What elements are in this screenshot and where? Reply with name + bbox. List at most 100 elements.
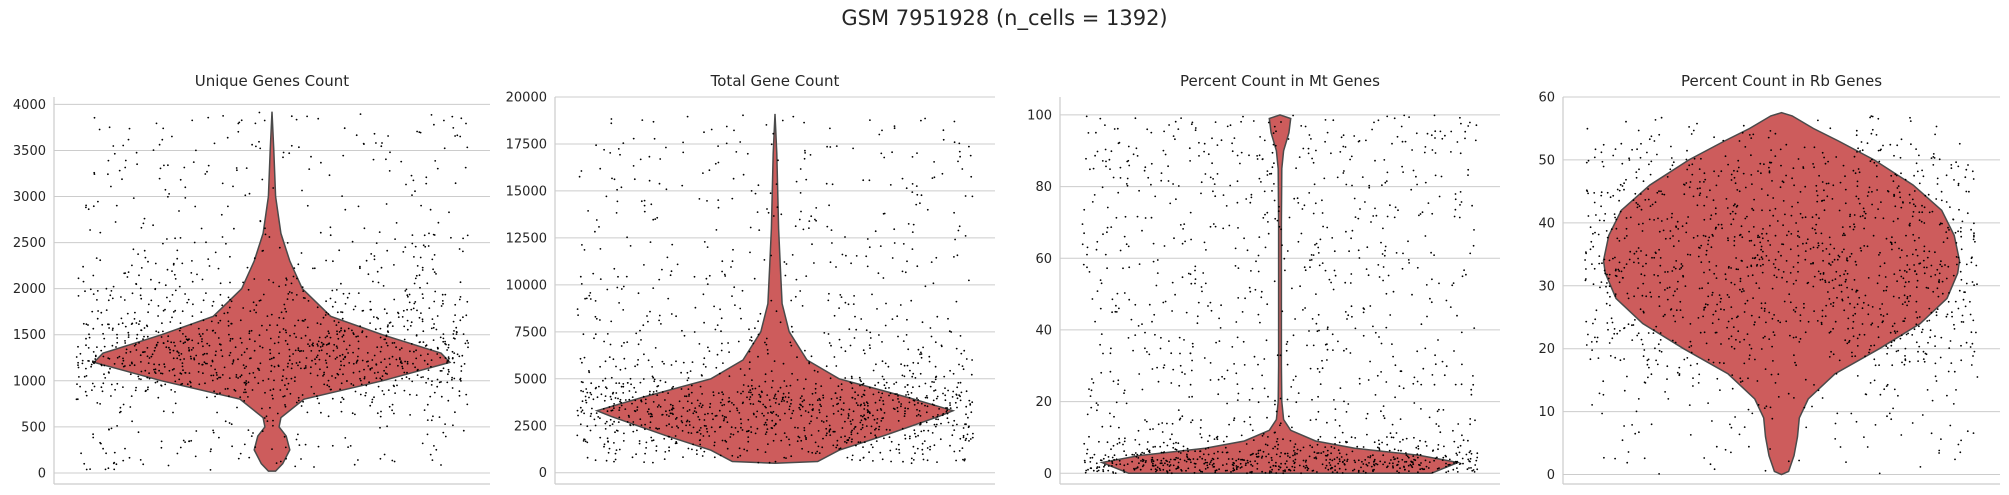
data-point [1622,277,1624,279]
data-point [1879,308,1881,310]
data-point [1752,209,1755,212]
data-point [426,282,429,285]
data-point [1646,363,1649,366]
data-point [228,395,230,398]
data-point [294,376,296,379]
data-point [253,309,256,311]
data-point [221,355,224,358]
data-point [379,426,381,429]
data-point [247,381,250,384]
data-point [284,284,287,286]
data-point [1739,377,1742,380]
data-point [297,319,300,322]
data-point [1849,255,1851,258]
data-point [93,116,96,119]
data-point [1928,250,1931,253]
data-point [244,388,246,391]
data-point [1724,448,1727,451]
data-point [1686,168,1689,171]
data-point [212,429,215,432]
data-point [459,319,462,322]
data-point [1823,199,1825,202]
data-point [1849,225,1851,228]
data-point [1606,282,1608,284]
data-point [186,383,189,386]
data-point [261,430,264,433]
data-point [334,301,337,303]
data-point [247,429,250,431]
data-point [294,349,297,352]
data-point [466,339,469,342]
data-point [283,303,286,306]
data-point [152,149,155,152]
data-point [1856,185,1859,188]
data-point [336,347,339,349]
data-point [265,415,268,418]
data-point [217,267,220,270]
data-point [290,115,293,118]
data-point [124,340,126,342]
data-point [89,468,91,470]
data-point [377,371,379,374]
data-point [169,300,171,303]
data-point [1816,194,1819,197]
data-point [180,353,183,355]
data-point [400,347,403,349]
data-point [1660,190,1662,193]
data-point [1666,365,1669,368]
data-point [179,340,182,343]
data-point [1882,315,1885,317]
data-point [127,271,130,273]
data-point [437,221,440,224]
data-point [96,346,98,348]
data-point [447,399,450,402]
data-point [1637,262,1640,264]
data-point [79,385,81,388]
data-point [380,410,382,413]
data-point [92,327,95,330]
data-point [290,377,293,380]
data-point [1931,210,1934,213]
data-point [391,459,394,462]
data-point [140,297,143,300]
data-point [1594,148,1597,151]
data-point [1685,158,1688,161]
data-point [248,332,251,335]
data-point [1826,195,1829,198]
data-point [148,377,151,380]
data-point [194,455,197,458]
data-point [1698,373,1701,376]
data-point [295,118,298,121]
data-point [1686,253,1689,256]
data-point [452,127,455,129]
data-point [150,278,152,281]
data-point [1687,216,1689,218]
data-point [1892,407,1894,410]
data-point [386,425,388,428]
data-point [320,161,322,164]
data-point [88,333,90,336]
data-point [85,204,87,207]
data-point [415,274,418,277]
data-point [132,197,135,200]
data-point [240,341,243,344]
data-point [101,323,104,326]
data-point [110,427,113,430]
data-point [168,369,171,372]
data-point [1743,362,1746,365]
data-point [184,293,187,295]
data-point [1934,251,1936,254]
data-point [1765,405,1768,408]
data-point [436,378,439,381]
data-point [413,350,415,353]
data-point [1829,127,1832,130]
data-point [1757,236,1759,239]
data-point [1900,206,1903,209]
data-point [1973,350,1976,353]
data-point [1743,290,1745,292]
data-point [280,311,283,314]
data-point [121,178,123,181]
data-point [96,317,99,320]
data-point [1739,288,1741,291]
